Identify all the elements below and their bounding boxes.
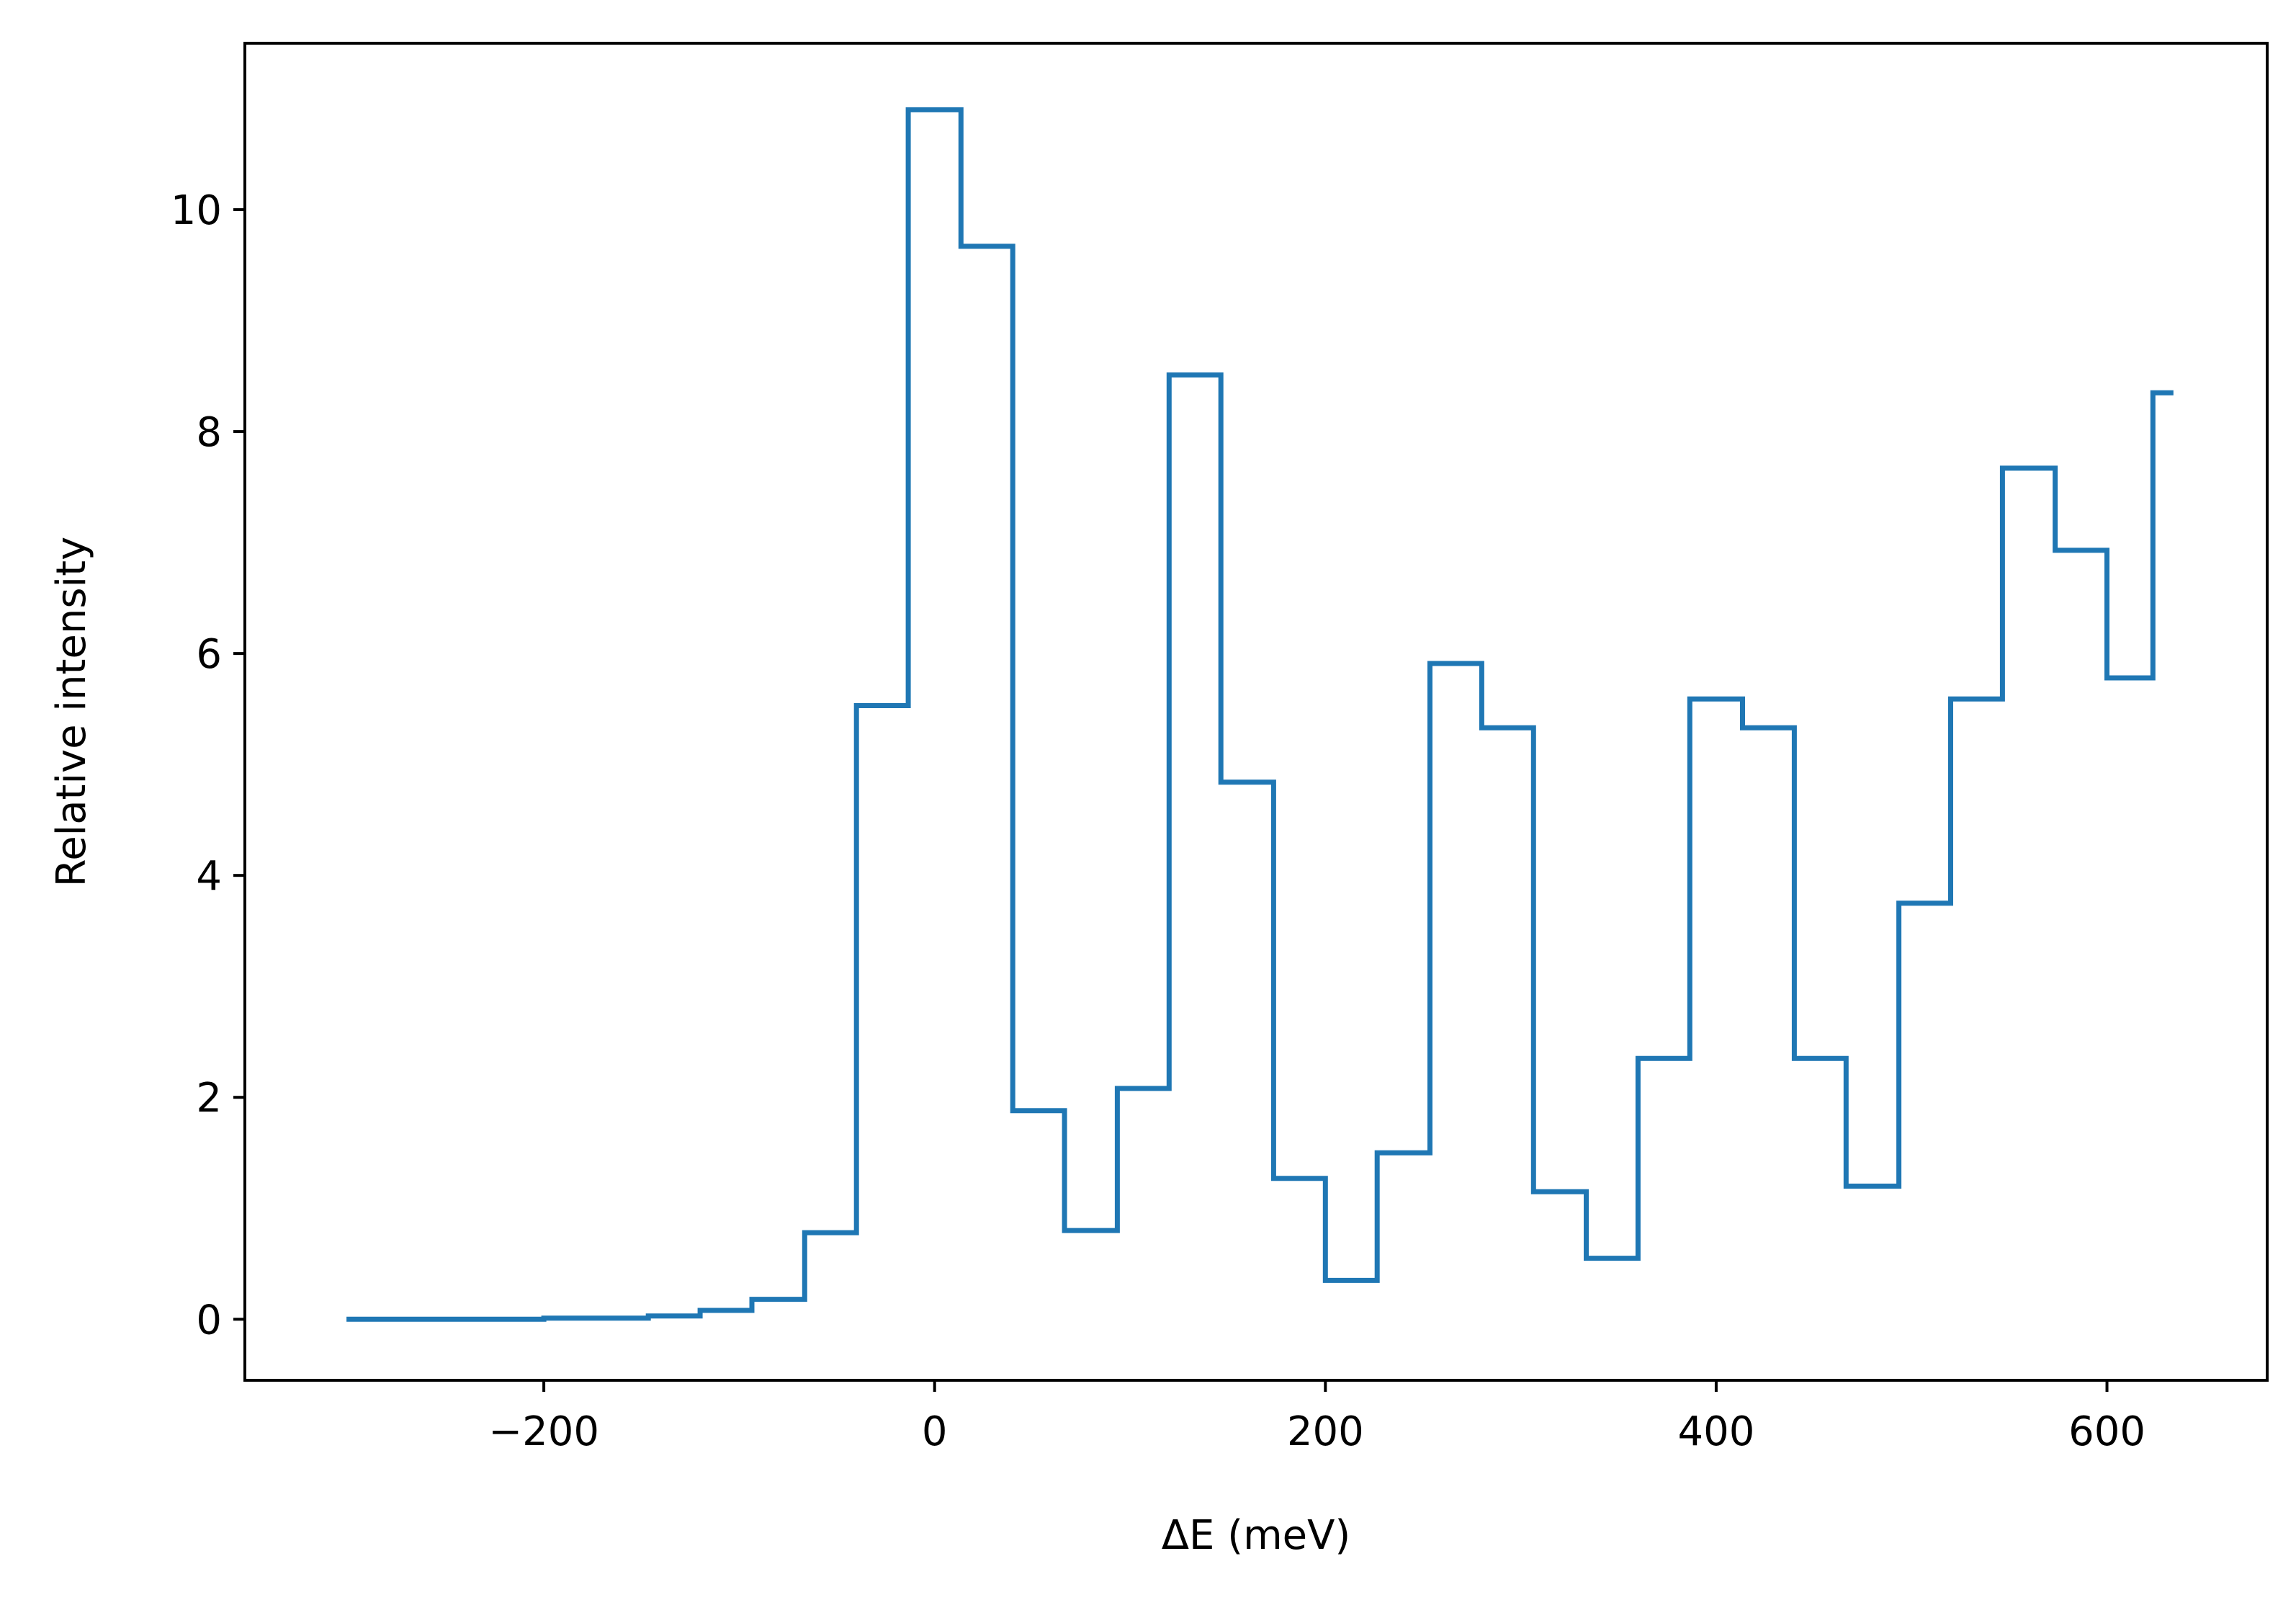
y-axis-label: Relative intensity <box>48 537 95 887</box>
plot-frame <box>243 42 2269 1382</box>
y-tick-label: 6 <box>196 631 222 678</box>
y-tick-label: 8 <box>196 409 222 456</box>
x-axis: −200 0 200 400 600 <box>488 1380 2145 1455</box>
x-tick-label: 400 <box>1677 1408 1754 1455</box>
y-tick-label: 4 <box>196 853 222 900</box>
y-axis: 0 2 4 6 8 10 <box>171 187 245 1344</box>
y-tick-label: 2 <box>196 1075 222 1122</box>
x-axis-label: ΔE (meV) <box>1162 1512 1351 1559</box>
x-tick-label: 600 <box>2068 1408 2145 1455</box>
x-tick-label: −200 <box>488 1408 599 1455</box>
x-tick-label: 0 <box>922 1408 948 1455</box>
series-layer <box>346 107 2174 1322</box>
y-tick-label: 0 <box>196 1297 222 1344</box>
x-tick-label: 200 <box>1287 1408 1364 1455</box>
series-line <box>346 107 2174 1322</box>
y-tick-label: 10 <box>171 187 222 234</box>
